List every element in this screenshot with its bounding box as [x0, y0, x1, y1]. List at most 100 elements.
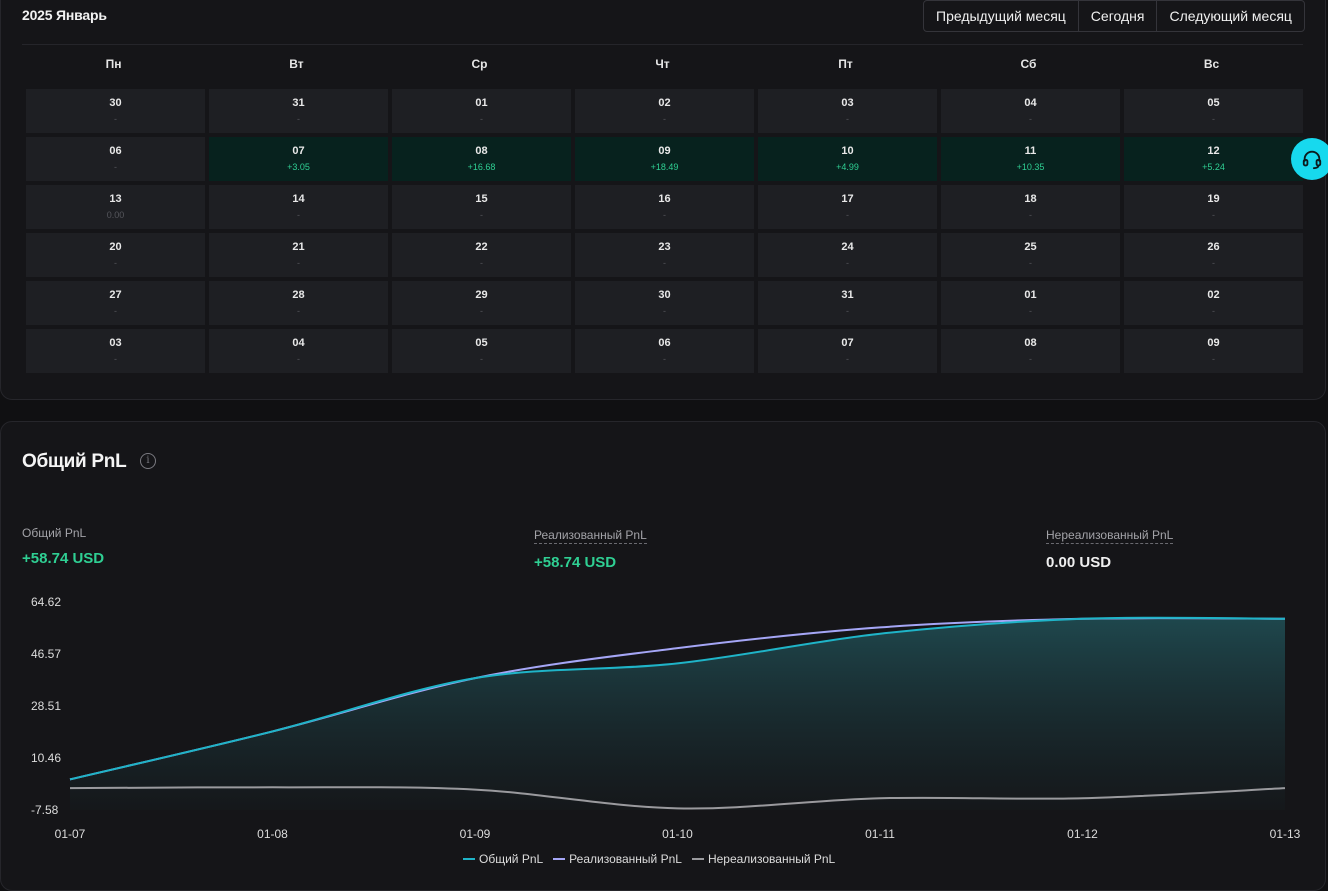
calendar-day[interactable]: 07 - [758, 329, 937, 373]
day-number: 15 [475, 193, 488, 205]
stat-value: +58.74 USD [534, 554, 617, 571]
calendar-day[interactable]: 08 +16.68 [392, 137, 571, 181]
info-icon[interactable]: i [140, 453, 156, 469]
y-tick-label: 10.46 [31, 751, 61, 765]
day-pnl: - [663, 306, 666, 316]
day-pnl: - [1029, 354, 1032, 364]
calendar-day[interactable]: 31 - [209, 89, 388, 133]
day-number: 24 [841, 241, 854, 253]
pnl-title: Общий PnL [22, 451, 127, 472]
calendar-day[interactable]: 20 - [26, 233, 205, 277]
day-pnl: - [1212, 306, 1215, 316]
calendar-day[interactable]: 19 - [1124, 185, 1303, 229]
y-tick-label: 46.57 [31, 647, 61, 661]
legend-label: Реализованный PnL [569, 852, 682, 866]
calendar-day[interactable]: 29 - [392, 281, 571, 325]
day-number: 16 [658, 193, 671, 205]
day-pnl: - [480, 258, 483, 268]
weekday-label: Чт [655, 57, 670, 71]
x-tick-label: 01-10 [662, 827, 693, 841]
calendar-day[interactable]: 09 - [1124, 329, 1303, 373]
pnl-panel: Общий PnL i Общий PnL +58.74 USD Реализо… [0, 421, 1326, 891]
day-pnl: - [1029, 306, 1032, 316]
today-button[interactable]: Сегодня [1079, 1, 1158, 31]
day-number: 20 [109, 241, 122, 253]
day-pnl: +18.49 [650, 162, 679, 172]
calendar-day[interactable]: 08 - [941, 329, 1120, 373]
calendar-day[interactable]: 25 - [941, 233, 1120, 277]
day-pnl: - [297, 114, 300, 124]
day-pnl: +4.99 [836, 162, 859, 172]
day-pnl: +5.24 [1202, 162, 1225, 172]
support-button[interactable] [1291, 138, 1328, 180]
day-number: 08 [1024, 337, 1037, 349]
calendar-day[interactable]: 03 - [26, 329, 205, 373]
calendar-day[interactable]: 04 - [941, 89, 1120, 133]
calendar-day[interactable]: 21 - [209, 233, 388, 277]
stat-label[interactable]: Реализованный PnL [534, 528, 647, 544]
day-pnl: - [114, 258, 117, 268]
stat-unrealized-pnl: Нереализованный PnL 0.00 USD [1046, 526, 1174, 571]
legend-item[interactable]: Реализованный PnL [553, 852, 682, 866]
day-number: 08 [475, 145, 488, 157]
calendar-day[interactable]: 26 - [1124, 233, 1303, 277]
day-pnl: - [480, 114, 483, 124]
calendar-day[interactable]: 30 - [575, 281, 754, 325]
x-tick-label: 01-09 [460, 827, 491, 841]
legend-label: Общий PnL [479, 852, 544, 866]
calendar-day[interactable]: 04 - [209, 329, 388, 373]
day-number: 29 [475, 289, 488, 301]
series-line-0 [69, 616, 1286, 781]
calendar-day[interactable]: 01 - [392, 89, 571, 133]
month-nav: Предыдущий месяц Сегодня Следующий месяц [923, 0, 1305, 32]
day-pnl: - [663, 114, 666, 124]
calendar-day[interactable]: 02 - [575, 89, 754, 133]
calendar-day[interactable]: 01 - [941, 281, 1120, 325]
calendar-day[interactable]: 06 - [26, 137, 205, 181]
calendar-day[interactable]: 31 - [758, 281, 937, 325]
calendar-day[interactable]: 22 - [392, 233, 571, 277]
calendar-day[interactable]: 02 - [1124, 281, 1303, 325]
calendar-day[interactable]: 03 - [758, 89, 937, 133]
calendar-day[interactable]: 11 +10.35 [941, 137, 1120, 181]
calendar-day[interactable]: 13 0.00 [26, 185, 205, 229]
day-pnl: - [114, 114, 117, 124]
day-pnl: - [846, 114, 849, 124]
prev-month-button[interactable]: Предыдущий месяц [924, 1, 1079, 31]
calendar-day[interactable]: 24 - [758, 233, 937, 277]
calendar-day[interactable]: 15 - [392, 185, 571, 229]
day-pnl: - [1212, 354, 1215, 364]
calendar-day[interactable]: 05 - [392, 329, 571, 373]
calendar-day[interactable]: 16 - [575, 185, 754, 229]
x-tick-label: 01-08 [257, 827, 288, 841]
calendar-day[interactable]: 07 +3.05 [209, 137, 388, 181]
day-number: 30 [658, 289, 671, 301]
legend-item[interactable]: Общий PnL [463, 852, 543, 866]
calendar-day[interactable]: 10 +4.99 [758, 137, 937, 181]
calendar-day[interactable]: 06 - [575, 329, 754, 373]
calendar-day[interactable]: 17 - [758, 185, 937, 229]
day-pnl: +3.05 [287, 162, 310, 172]
stat-value: +58.74 USD [22, 550, 105, 567]
day-number: 02 [1207, 289, 1220, 301]
headset-icon [1302, 150, 1322, 170]
day-number: 22 [475, 241, 488, 253]
next-month-button[interactable]: Следующий месяц [1157, 1, 1304, 31]
pnl-chart[interactable]: 64.62 46.57 28.51 10.46 -7.58 01-07 01-08 01-09… [1, 422, 1327, 852]
calendar-day[interactable]: 28 - [209, 281, 388, 325]
day-pnl: - [846, 210, 849, 220]
calendar-day[interactable]: 14 - [209, 185, 388, 229]
y-tick-label: -7.58 [31, 803, 59, 817]
calendar-divider [22, 44, 1303, 45]
stat-realized-pnl: Реализованный PnL +58.74 USD [534, 526, 647, 571]
stat-label[interactable]: Нереализованный PnL [1046, 528, 1174, 544]
calendar-day[interactable]: 05 - [1124, 89, 1303, 133]
legend-item[interactable]: Нереализованный PnL [691, 852, 835, 866]
calendar-day[interactable]: 23 - [575, 233, 754, 277]
calendar-day[interactable]: 18 - [941, 185, 1120, 229]
calendar-day[interactable]: 30 - [26, 89, 205, 133]
day-number: 12 [1207, 145, 1220, 157]
calendar-day[interactable]: 09 +18.49 [575, 137, 754, 181]
calendar-day[interactable]: 12 +5.24 [1124, 137, 1303, 181]
calendar-day[interactable]: 27 - [26, 281, 205, 325]
